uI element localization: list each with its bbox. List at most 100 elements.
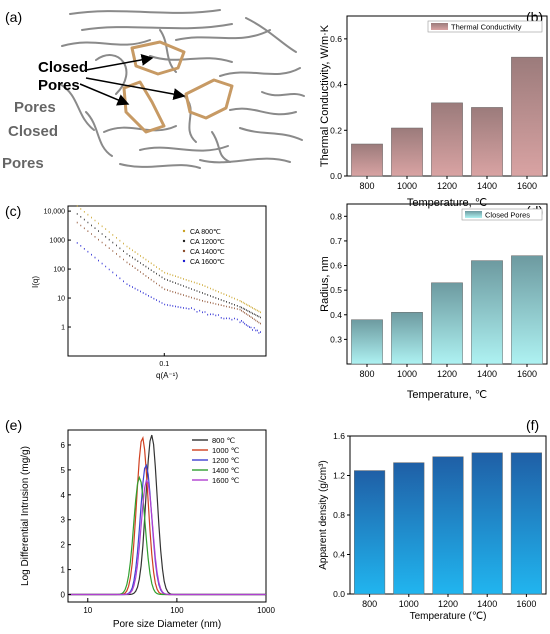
x-tick-label: 800	[359, 369, 374, 379]
chart-c-ylabel: I(q)	[31, 276, 40, 288]
bar-1200	[433, 457, 464, 594]
chart-d-legend: Closed Pores	[462, 209, 542, 220]
bar-1400	[471, 261, 502, 364]
legend-label: CA 1600℃	[190, 259, 225, 266]
legend-label: 1200 ℃	[212, 456, 240, 465]
panel-a: (a)	[2, 9, 304, 172]
chart-e: 800 ℃1000 ℃1200 ℃1400 ℃1600 ℃012345610 10…	[61, 435, 276, 615]
y-tick-label: 0.6	[330, 34, 342, 44]
panel-a-label: (a)	[5, 9, 22, 25]
chart-e-ylabel: Log Differential Intrusion (mg/g)	[20, 446, 31, 586]
chart-b-xlabel: Temperature, ℃	[407, 197, 487, 209]
y-tick-label: 100	[53, 267, 65, 274]
x-tick-label: 1200	[437, 181, 457, 191]
y-tick-label: 0.4	[330, 310, 342, 320]
bar-1400	[472, 453, 503, 594]
series-0	[77, 206, 261, 312]
x-tick-label: 100	[170, 606, 184, 615]
panel-c-label: (c)	[5, 203, 21, 219]
ghost-text: Pores Closed Pores	[2, 99, 58, 172]
series-2	[77, 223, 261, 324]
legend-marker	[183, 240, 185, 242]
bar-1200	[431, 103, 462, 176]
chart-d-xlabel: Temperature, ℃	[407, 389, 487, 401]
legend-label: 800 ℃	[212, 436, 236, 445]
legend-marker	[183, 250, 185, 252]
closed-pores-label-line2: Pores	[38, 77, 80, 94]
x-tick-label: 1600	[516, 599, 536, 609]
series-1	[77, 214, 261, 318]
bar-1600	[511, 57, 542, 176]
series-3	[77, 243, 261, 333]
svg-text:Pores: Pores	[2, 155, 44, 172]
y-tick-label: 0.6	[330, 261, 342, 271]
closed-pores-label-line1: Closed	[38, 59, 88, 76]
y-tick-label: 0	[61, 591, 66, 600]
x-tick-label: 0.1	[159, 361, 169, 368]
y-tick-label: 5	[61, 466, 66, 475]
bar-1600	[511, 256, 542, 364]
chart-b-legend: Thermal Conductivity	[428, 21, 542, 32]
y-tick-label: 0.4	[333, 550, 345, 560]
y-tick-label: 3	[61, 516, 66, 525]
x-tick-label: 1400	[477, 181, 497, 191]
bar-1000	[391, 312, 422, 364]
chart-f-xlabel: Temperature (℃)	[410, 611, 487, 622]
bar-800	[351, 320, 382, 364]
chart-b-ylabel: Thermal Conductivity, W/m·K	[319, 24, 331, 167]
bar-1400	[471, 107, 502, 176]
pore-2	[124, 82, 164, 132]
y-tick-label: 0.8	[333, 510, 345, 520]
chart-d: 800 1000 1200 1400 1600 0.3 0.4 0.5 0.6 0.7 0.8	[330, 211, 542, 379]
x-tick-label: 1600	[517, 369, 537, 379]
chart-c: CA 800℃CA 1200℃CA 1400℃CA 1600℃10,000100…	[44, 206, 261, 368]
legend-label: 1600 ℃	[212, 476, 240, 485]
x-tick-label: 1000	[399, 599, 419, 609]
x-tick-label: 1000	[257, 606, 275, 615]
bar-1000	[391, 128, 422, 176]
pore-3	[186, 80, 232, 118]
y-tick-label: 0.5	[330, 285, 342, 295]
x-tick-label: 1000	[397, 369, 417, 379]
bar-1600	[511, 453, 542, 594]
x-tick-label: 10	[83, 606, 92, 615]
x-tick-label: 800	[362, 599, 377, 609]
x-tick-label: 1600	[517, 181, 537, 191]
panel-e: (e) 800 ℃1000 ℃1200 ℃1400 ℃1600 ℃0123456…	[5, 417, 275, 630]
panel-d: (d) 80010001200140016000.30.40.50.60.70.…	[319, 203, 547, 401]
chart-f: 800 1000 1200 1400 1600 0.0 0.4 0.8 1.2 1.6	[333, 431, 542, 609]
bar-1200	[431, 283, 462, 364]
y-tick-label: 1	[61, 325, 65, 332]
chart-c-xlabel: q(A⁻¹)	[156, 371, 178, 380]
bar-1000	[394, 463, 425, 594]
fiber-network	[60, 10, 304, 168]
chart-b-legend-text: Thermal Conductivity	[451, 23, 522, 32]
x-tick-label: 800	[359, 181, 374, 191]
y-tick-label: 0.4	[330, 80, 342, 90]
panel-b: (b) 800 1000 1200 1400 16000.00.20.40.6 Ther…	[319, 9, 547, 209]
y-tick-label: 0.3	[330, 334, 342, 344]
chart-f-ylabel: Apparent density (g/cm³)	[318, 460, 329, 570]
closed-pores	[124, 42, 232, 132]
y-tick-label: 0.2	[330, 125, 342, 135]
panel-f: (f) 800 1000 1200 1400 1600 0.0 0.4 0.8 1.2 1.6 T…	[318, 417, 546, 622]
y-tick-label: 4	[61, 491, 66, 500]
y-tick-label: 0.0	[330, 171, 342, 181]
chart-e-xlabel: Pore size Diameter (nm)	[113, 619, 221, 630]
y-tick-label: 10,000	[44, 209, 66, 216]
legend-label: 1400 ℃	[212, 466, 240, 475]
y-tick-label: 1.6	[333, 431, 345, 441]
svg-text:Closed: Closed	[8, 123, 58, 140]
x-tick-label: 1400	[477, 599, 497, 609]
pore-arrows	[80, 58, 184, 104]
y-tick-label: 1000	[49, 238, 65, 245]
legend-marker	[183, 230, 185, 232]
y-tick-label: 1	[61, 566, 66, 575]
series-4	[68, 480, 266, 594]
y-tick-label: 0.7	[330, 236, 342, 246]
legend-label: 1000 ℃	[212, 446, 240, 455]
y-tick-label: 0.8	[330, 211, 342, 221]
legend-marker	[183, 260, 185, 262]
panel-e-label: (e)	[5, 417, 22, 433]
